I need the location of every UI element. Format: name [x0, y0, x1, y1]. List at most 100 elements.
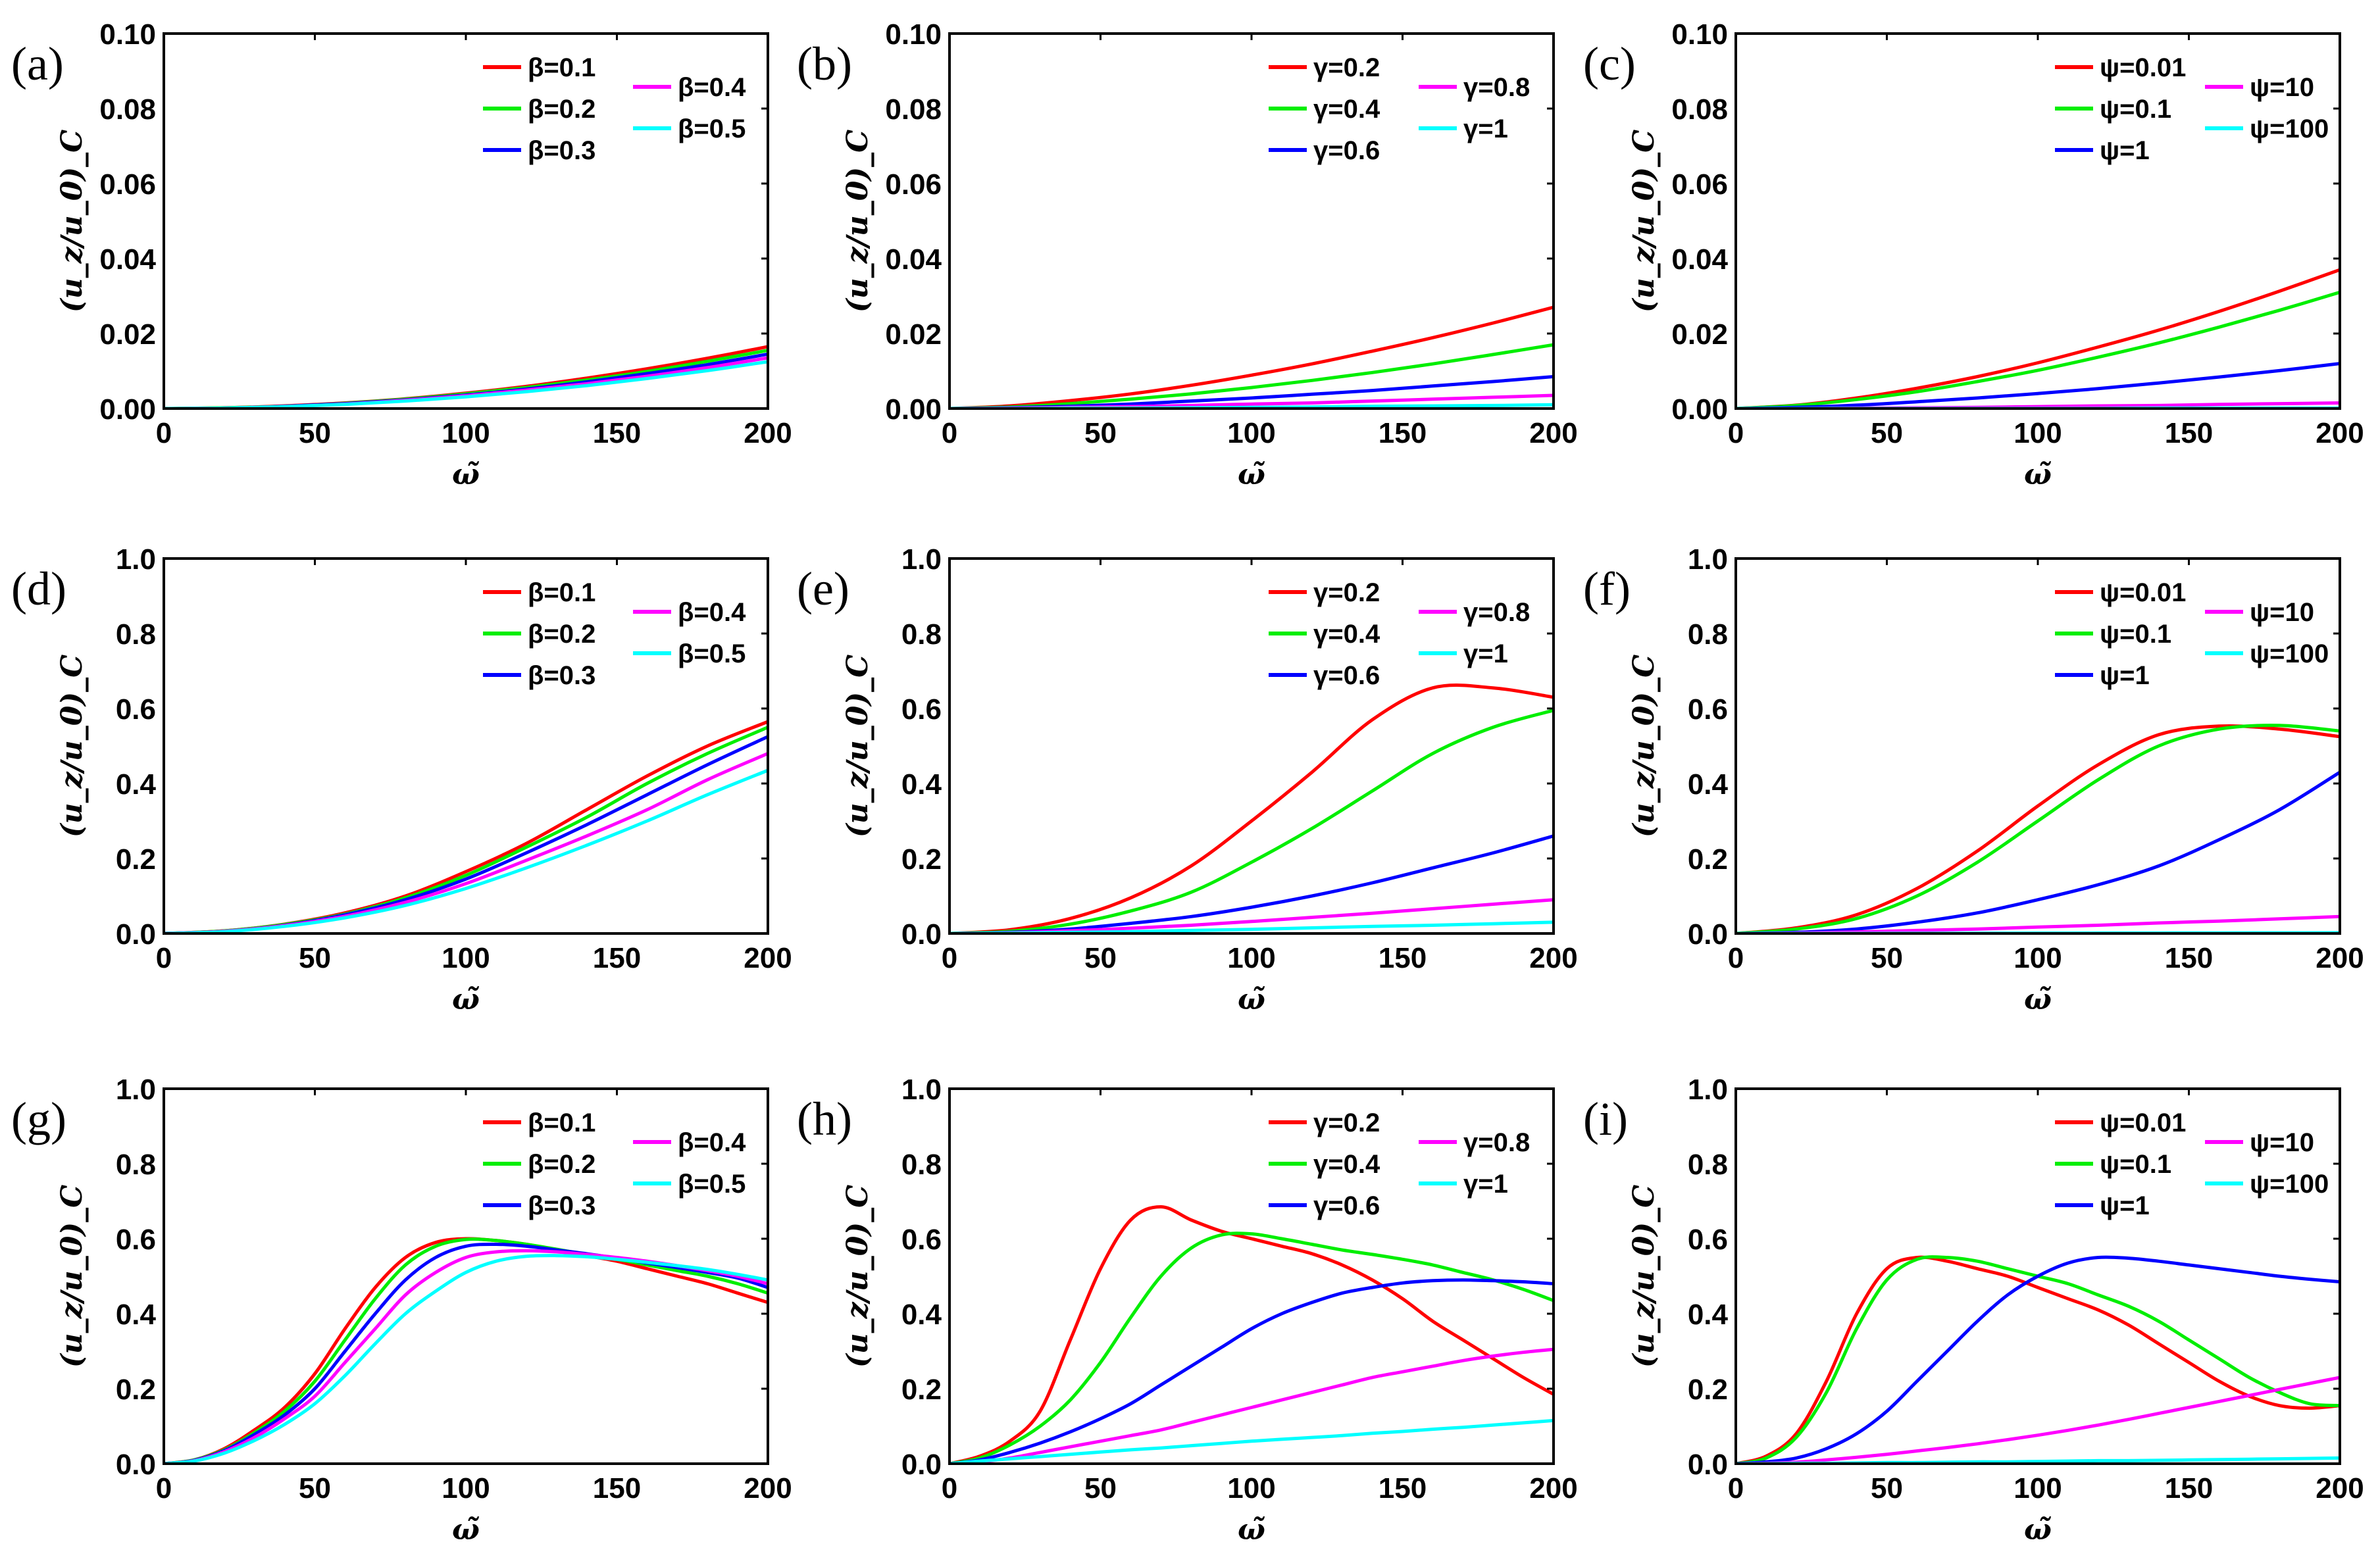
- legend-item: β=0.4: [633, 598, 746, 627]
- x-tick-label: 200: [1529, 1472, 1577, 1504]
- y-tick-label: 1.0: [901, 543, 942, 576]
- x-tick-label: 0: [1728, 417, 1744, 449]
- legend-label: γ=0.6: [1313, 661, 1380, 690]
- x-tick-label: 0: [156, 417, 172, 449]
- y-tick-label: 0.0: [116, 918, 156, 951]
- y-axis-label: (u_z/u_0)_C: [841, 1185, 874, 1368]
- x-tick-label: 200: [2316, 1472, 2364, 1504]
- y-tick-label: 0.06: [99, 168, 156, 201]
- legend-item: ψ=10: [2205, 598, 2314, 627]
- x-tick-label: 50: [299, 1472, 331, 1504]
- x-tick-label: 150: [2165, 417, 2213, 449]
- panel-label: (c): [1583, 37, 1636, 90]
- legend-item: β=0.1: [483, 1108, 595, 1137]
- chart-panel: (b) 0.00 0.02 0.04 0.06 0.08 0.10 0 50 100 150 200 ω…: [797, 18, 1578, 491]
- legend-item: γ=0.4: [1269, 620, 1380, 649]
- x-axis-label: ω̃: [452, 458, 480, 491]
- legend-label: β=0.5: [678, 1170, 746, 1199]
- legend-item: γ=0.4: [1269, 95, 1380, 124]
- legend-label: β=0.5: [678, 114, 746, 143]
- y-tick-label: 0.2: [1688, 843, 1728, 876]
- x-tick-label: 200: [744, 417, 792, 449]
- x-tick-label: 200: [744, 1472, 792, 1504]
- series-line: [1736, 1255, 2340, 1464]
- series-line: [1736, 268, 2340, 409]
- y-tick-label: 0.06: [885, 168, 942, 201]
- legend-label: β=0.4: [678, 73, 746, 102]
- legend-label: ψ=100: [2250, 1170, 2329, 1199]
- y-tick-label: 0.08: [885, 93, 942, 126]
- legend-item: γ=1: [1419, 639, 1508, 668]
- legend-label: ψ=1: [2100, 661, 2150, 690]
- legend-item: β=0.4: [633, 73, 746, 102]
- y-tick-label: 0.8: [901, 1149, 942, 1181]
- y-tick-label: 0.4: [901, 1299, 942, 1331]
- x-tick-label: 0: [1728, 1472, 1744, 1504]
- legend-item: γ=0.2: [1269, 53, 1380, 82]
- series-line: [1736, 362, 2340, 409]
- series-line: [1736, 1376, 2340, 1464]
- legend-item: β=0.5: [633, 1170, 746, 1199]
- y-tick-label: 0.2: [116, 843, 156, 876]
- x-tick-label: 50: [1871, 417, 1903, 449]
- legend-label: γ=0.4: [1313, 620, 1380, 649]
- y-tick-label: 0.04: [885, 243, 942, 276]
- legend-item: γ=1: [1419, 114, 1508, 143]
- x-tick-label: 100: [1227, 417, 1275, 449]
- x-tick-label: 50: [1871, 942, 1903, 974]
- x-tick-label: 200: [2316, 942, 2364, 974]
- legend-label: γ=0.8: [1463, 1128, 1530, 1157]
- chart-panel: (i) 0.0 0.2 0.4 0.6 0.8 1.0 0 50 100 150 200 ω̃ (u_z/…: [1583, 1074, 2364, 1547]
- y-tick-label: 0.6: [116, 693, 156, 726]
- x-axis-label: ω̃: [2024, 458, 2052, 491]
- series-line: [164, 1254, 768, 1464]
- legend-item: ψ=100: [2205, 114, 2329, 143]
- legend-item: β=0.2: [483, 620, 595, 649]
- x-tick-label: 150: [2165, 1472, 2213, 1504]
- legend-label: ψ=0.01: [2100, 578, 2186, 607]
- y-tick-label: 0.10: [99, 18, 156, 51]
- y-tick-label: 1.0: [901, 1074, 942, 1106]
- legend-label: β=0.2: [528, 95, 595, 124]
- series-line: [1736, 770, 2340, 933]
- y-tick-label: 1.0: [1688, 1074, 1728, 1106]
- legend-item: ψ=1: [2055, 136, 2150, 165]
- x-axis-label: ω̃: [1238, 458, 1265, 491]
- x-axis-label: ω̃: [1238, 983, 1265, 1016]
- legend-label: β=0.1: [528, 53, 595, 82]
- legend-label: β=0.4: [678, 1128, 746, 1157]
- x-axis-label: ω̃: [2024, 983, 2052, 1016]
- y-tick-label: 0.08: [1671, 93, 1728, 126]
- legend-item: γ=1: [1419, 1170, 1508, 1199]
- legend-label: β=0.4: [678, 598, 746, 627]
- legend-label: ψ=10: [2250, 1128, 2314, 1157]
- series-line: [1736, 1255, 2340, 1464]
- x-tick-label: 100: [442, 942, 490, 974]
- y-tick-label: 0.02: [885, 318, 942, 351]
- x-axis-label: ω̃: [1238, 1513, 1265, 1547]
- legend-item: ψ=1: [2055, 1191, 2150, 1220]
- x-tick-label: 0: [1728, 942, 1744, 974]
- series-line: [949, 1347, 1554, 1464]
- y-tick-label: 0.10: [885, 18, 942, 51]
- x-tick-label: 0: [156, 1472, 172, 1504]
- legend-label: γ=0.8: [1463, 73, 1530, 102]
- x-tick-label: 0: [156, 942, 172, 974]
- legend-label: γ=0.6: [1313, 136, 1380, 165]
- y-tick-label: 1.0: [116, 543, 156, 576]
- y-tick-label: 0.2: [116, 1374, 156, 1406]
- series-line: [164, 768, 768, 933]
- series-line: [1736, 724, 2340, 933]
- legend-label: ψ=1: [2100, 136, 2150, 165]
- panel-label: (a): [11, 37, 64, 90]
- panel-label: (b): [797, 37, 852, 90]
- legend-item: ψ=100: [2205, 1170, 2329, 1199]
- legend-item: β=0.1: [483, 578, 595, 607]
- legend-label: γ=0.2: [1313, 1108, 1380, 1137]
- legend-item: γ=0.6: [1269, 1191, 1380, 1220]
- legend-label: ψ=10: [2250, 598, 2314, 627]
- y-tick-label: 0.0: [1688, 918, 1728, 951]
- x-tick-label: 50: [1084, 1472, 1117, 1504]
- x-tick-label: 50: [1084, 417, 1117, 449]
